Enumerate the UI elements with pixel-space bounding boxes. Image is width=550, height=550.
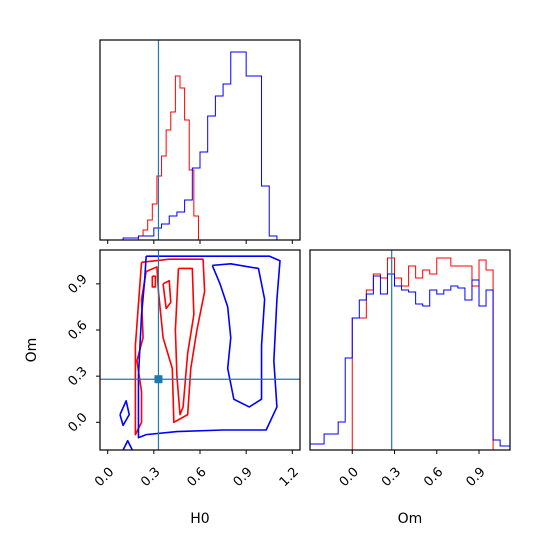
joint-y-tick-label-0: 0.0 bbox=[65, 410, 90, 435]
joint-x-tick-label-0: 0.0 bbox=[92, 465, 117, 490]
om-marginal-panel: 0.0 0.3 0.6 0.9 Om bbox=[309, 249, 511, 527]
joint-contour-series-1-3 bbox=[122, 439, 134, 450]
right-frame bbox=[309, 249, 511, 451]
top-histogram-series-0 bbox=[137, 75, 204, 240]
joint-y-tick-label-1: 0.3 bbox=[65, 364, 90, 389]
joint-contour-series-1-1 bbox=[211, 263, 266, 408]
joint-x-label: H0 bbox=[190, 511, 209, 527]
joint-contour-series-0-2 bbox=[162, 279, 172, 310]
joint-x-tick-label-1: 0.3 bbox=[138, 465, 163, 490]
h0-om-joint-panel: 0.0 0.3 0.6 0.9 1.2 0.0 0.3 0.6 0.9 H0 Om bbox=[24, 249, 302, 527]
top-histogram-series-1 bbox=[122, 51, 285, 240]
joint-y-label: Om bbox=[24, 338, 40, 363]
h0-marginal-panel bbox=[99, 39, 301, 244]
joint-x-tick-label-2: 0.6 bbox=[184, 465, 209, 490]
joint-y-tick-label-2: 0.6 bbox=[65, 318, 90, 343]
joint-contour-series-0-1 bbox=[174, 267, 195, 416]
joint-contour-series-1-0 bbox=[137, 255, 281, 439]
right-x-tick-label-0: 0.0 bbox=[337, 465, 362, 490]
joint-y-tick-label-3: 0.9 bbox=[65, 272, 90, 297]
joint-truth-point bbox=[154, 375, 163, 384]
joint-x-tick-label-3: 0.9 bbox=[231, 465, 256, 490]
joint-contour-series-1-2 bbox=[119, 399, 131, 427]
right-histogram-series-1 bbox=[310, 273, 510, 450]
top-frame bbox=[99, 39, 301, 241]
right-x-label: Om bbox=[398, 511, 423, 527]
right-x-tick-label-1: 0.3 bbox=[379, 465, 404, 490]
right-x-tick-label-3: 0.9 bbox=[463, 465, 488, 490]
right-x-tick-label-2: 0.6 bbox=[421, 465, 446, 490]
joint-contour-series-0-3 bbox=[151, 275, 157, 288]
joint-x-tick-label-4: 1.2 bbox=[277, 465, 302, 490]
